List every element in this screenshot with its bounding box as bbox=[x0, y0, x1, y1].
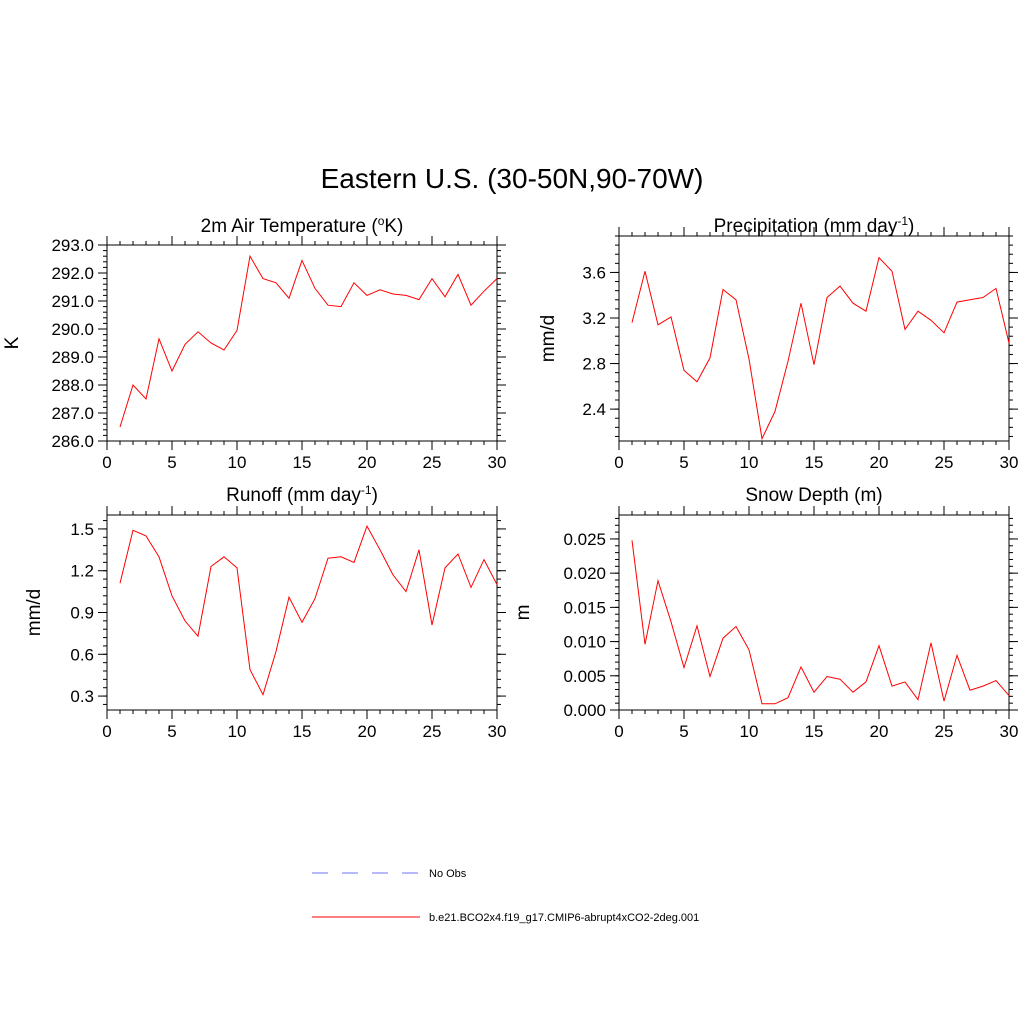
y-axis-label: m bbox=[513, 605, 534, 621]
series-line-runoff bbox=[119, 524, 498, 697]
y-axis-label: K bbox=[2, 336, 23, 349]
x-tick-label: 5 bbox=[679, 722, 688, 741]
plot-frame bbox=[618, 514, 1010, 711]
x-tick-label: 25 bbox=[423, 722, 442, 741]
y-axis-label: mm/d bbox=[538, 315, 559, 363]
y-tick-label: 0.025 bbox=[563, 530, 606, 549]
x-tick-label: 5 bbox=[679, 453, 688, 472]
panel-temperature: 0 5 10 15 20 25 30 286.0 287.0 288.0 289.0 290.0 291… bbox=[2, 214, 506, 472]
panel-title: Precipitation (mm day-1) bbox=[714, 214, 915, 237]
x-tick-label: 0 bbox=[614, 722, 623, 741]
y-tick-label: 289.0 bbox=[51, 348, 94, 367]
y-tick-label: 0.015 bbox=[563, 598, 606, 617]
legend: No Obs b.e21.BCO2x4.f19_g17.CMIP6-abrupt4… bbox=[312, 868, 699, 924]
x-tick-label: 20 bbox=[358, 453, 377, 472]
y-tick-label: 3.6 bbox=[582, 263, 606, 282]
x-tick-label: 5 bbox=[167, 722, 176, 741]
x-tick-label: 10 bbox=[740, 722, 759, 741]
x-tick-label: 30 bbox=[488, 722, 507, 741]
x-tick-label: 0 bbox=[614, 453, 623, 472]
y-tick-label: 0.000 bbox=[563, 701, 606, 720]
x-tick-label: 20 bbox=[870, 453, 889, 472]
y-tick-label: 288.0 bbox=[51, 376, 94, 395]
x-tick-label: 10 bbox=[228, 722, 247, 741]
plot-frame bbox=[106, 514, 498, 711]
x-tick-label: 25 bbox=[423, 453, 442, 472]
plot-frame bbox=[106, 244, 498, 442]
x-tick-label: 30 bbox=[1000, 722, 1019, 741]
panel-title: Runoff (mm day-1) bbox=[226, 483, 378, 506]
y-tick-label: 2.8 bbox=[582, 355, 606, 374]
x-tick-label: 5 bbox=[167, 453, 176, 472]
series-line-temperature bbox=[119, 254, 498, 428]
y-tick-label: 0.005 bbox=[563, 667, 606, 686]
y-tick-label: 2.4 bbox=[582, 400, 606, 419]
x-tick-label: 20 bbox=[358, 722, 377, 741]
x-tick-label: 15 bbox=[805, 453, 824, 472]
legend-label-model: b.e21.BCO2x4.f19_g17.CMIP6-abrupt4xCO2-2… bbox=[429, 912, 699, 924]
x-tick-label: 10 bbox=[740, 453, 759, 472]
y-tick-label: 286.0 bbox=[51, 432, 94, 451]
y-tick-label: 290.0 bbox=[51, 320, 94, 339]
series-line-snow-depth bbox=[631, 540, 1010, 705]
y-tick-label: 0.3 bbox=[70, 687, 94, 706]
figure-title: Eastern U.S. (30-50N,90-70W) bbox=[320, 163, 704, 194]
plot-frame bbox=[618, 235, 1010, 442]
x-tick-label: 25 bbox=[935, 453, 954, 472]
panel-snow-depth: 0 5 10 15 20 25 30 0.000 0.005 0.010 0.015 0.020 0.0… bbox=[513, 485, 1018, 741]
x-tick-label: 15 bbox=[293, 453, 312, 472]
y-tick-label: 1.2 bbox=[70, 562, 94, 581]
chart-panels: 0 5 10 15 20 25 30 286.0 287.0 288.0 289.0 290.0 291… bbox=[2, 214, 1018, 741]
panel-precipitation: 0 5 10 15 20 25 30 2.4 2.8 3.2 3.6 mm/d Precipitatio… bbox=[538, 214, 1018, 472]
y-tick-label: 0.010 bbox=[563, 633, 606, 652]
y-tick-label: 293.0 bbox=[51, 236, 94, 255]
series-line-precipitation bbox=[631, 256, 1010, 441]
panel-runoff: 0 5 10 15 20 25 30 0.3 0.6 0.9 1.2 1.5 mm/d Runoff (m… bbox=[24, 483, 506, 741]
legend-label-no-obs: No Obs bbox=[429, 868, 467, 880]
y-tick-label: 0.9 bbox=[70, 604, 94, 623]
x-tick-label: 15 bbox=[805, 722, 824, 741]
x-tick-label: 20 bbox=[870, 722, 889, 741]
x-tick-label: 30 bbox=[488, 453, 507, 472]
y-tick-label: 0.6 bbox=[70, 645, 94, 664]
x-tick-label: 10 bbox=[228, 453, 247, 472]
x-tick-label: 30 bbox=[1000, 453, 1019, 472]
x-tick-label: 25 bbox=[935, 722, 954, 741]
y-tick-label: 0.020 bbox=[563, 564, 606, 583]
panel-title: Snow Depth (m) bbox=[745, 485, 882, 506]
x-tick-label: 15 bbox=[293, 722, 312, 741]
y-tick-label: 3.2 bbox=[582, 309, 606, 328]
y-tick-label: 1.5 bbox=[70, 520, 94, 539]
y-tick-label: 292.0 bbox=[51, 264, 94, 283]
x-tick-label: 0 bbox=[102, 453, 111, 472]
panel-title: 2m Air Temperature (oK) bbox=[201, 214, 404, 237]
x-tick-label: 0 bbox=[102, 722, 111, 741]
y-tick-label: 291.0 bbox=[51, 292, 94, 311]
y-tick-label: 287.0 bbox=[51, 404, 94, 423]
y-axis-label: mm/d bbox=[24, 589, 45, 637]
